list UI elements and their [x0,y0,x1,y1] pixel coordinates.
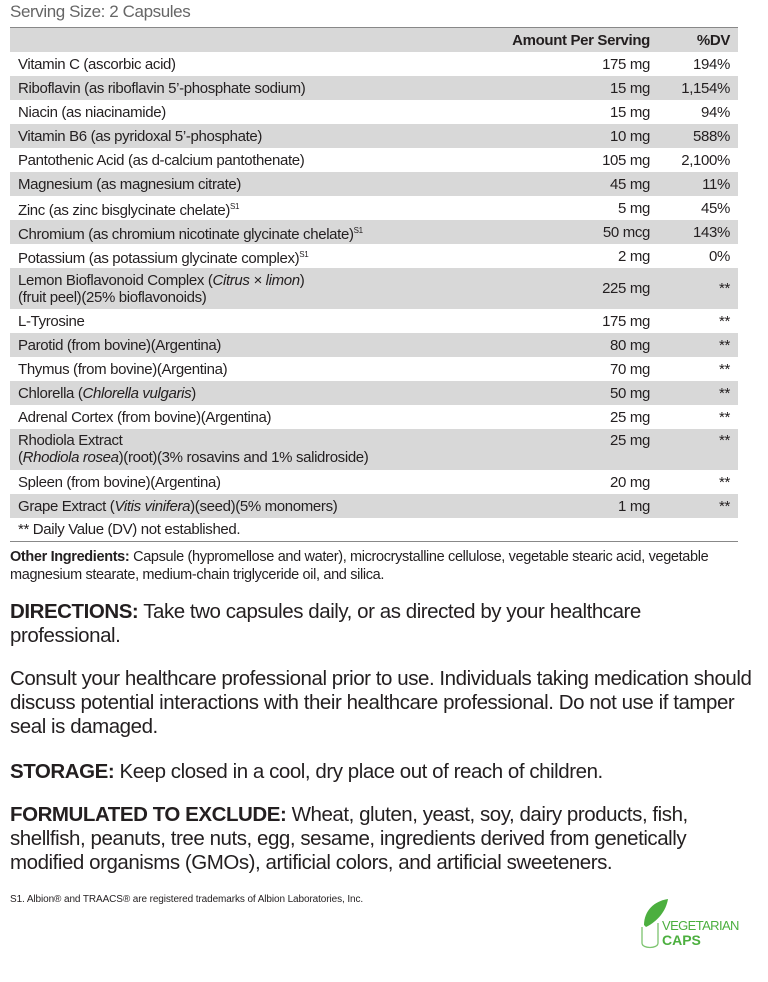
daily-value: 0% [709,247,730,265]
table-row: Potassium (as potassium glycinate comple… [10,244,738,268]
supplement-facts-table: Amount Per Serving %DV Vitamin C (ascorb… [10,27,738,542]
table-header: Amount Per Serving %DV [10,28,738,52]
amount-per-serving: 25 mg [610,432,650,449]
table-row: Zinc (as zinc bisglycinate chelate)S1 5 m… [10,196,738,220]
table-row: Adrenal Cortex (from bovine)(Argentina) 2… [10,405,738,429]
table-row: Vitamin C (ascorbic acid) 175 mg 194% [10,52,738,76]
table-row: Riboflavin (as riboflavin 5’-phosphate s… [10,76,738,100]
serving-size: Serving Size: 2 Capsules [10,2,191,21]
nutrient-name: Niacin (as niacinamide) [18,103,166,121]
table-row: Magnesium (as magnesium citrate) 45 mg 11% [10,172,738,196]
directions: DIRECTIONS: Take two capsules daily, or … [10,600,641,647]
table-row: Grape Extract (Vitis vinifera)(seed)(5% … [10,494,738,518]
daily-value: 94% [701,103,730,121]
dv-header: %DV [696,31,730,49]
table-row: Rhodiola Extract (Rhodiola rosea)(root)(3… [10,429,738,470]
daily-value: ** [719,312,730,330]
nutrient-name: Parotid (from bovine)(Argentina) [18,336,222,354]
daily-value: ** [719,473,730,491]
daily-value: 1,154% [681,79,730,97]
nutrient-name: Thymus (from bovine)(Argentina) [18,360,228,378]
table-row: Chlorella (Chlorella vulgaris) 50 mg ** [10,381,738,405]
daily-value: 143% [693,223,730,241]
nutrient-name: Chromium (as chromium nicotinate glycina… [18,225,363,243]
table-row: Spleen (from bovine)(Argentina) 20 mg ** [10,470,738,494]
daily-value: 45% [701,199,730,217]
amount-per-serving: 2 mg [618,247,650,265]
other-ingredients: Other Ingredients: Capsule (hypromellose… [10,549,709,583]
nutrient-name: Riboflavin (as riboflavin 5’-phosphate s… [18,79,306,97]
amount-per-serving: 225 mg [602,280,650,297]
amount-per-serving: 105 mg [602,151,650,169]
daily-value: ** [719,408,730,426]
nutrient-name: Adrenal Cortex (from bovine)(Argentina) [18,408,272,426]
table-row: Vitamin B6 (as pyridoxal 5’-phosphate) 10… [10,124,738,148]
amount-per-serving: 1 mg [618,497,650,515]
daily-value: ** [719,432,730,449]
dv-footnote: ** Daily Value (DV) not established. [10,518,738,542]
daily-value: ** [719,384,730,402]
logo-text-caps: CAPS [662,932,701,948]
storage: STORAGE: Keep closed in a cool, dry plac… [10,760,603,783]
formulated-to-exclude: FORMULATED TO EXCLUDE: Wheat, gluten, ye… [10,803,688,874]
daily-value: ** [719,280,730,297]
table-row: Niacin (as niacinamide) 15 mg 94% [10,100,738,124]
amount-per-serving: 175 mg [602,55,650,73]
amount-per-serving: 70 mg [610,360,650,378]
table-row: Pantothenic Acid (as d-calcium pantothen… [10,148,738,172]
nutrient-name: Grape Extract (Vitis vinifera)(seed)(5% … [18,497,338,515]
nutrient-name: Vitamin C (ascorbic acid) [18,55,176,73]
nutrient-name: Spleen (from bovine)(Argentina) [18,473,221,491]
nutrient-name: Rhodiola Extract (Rhodiola rosea)(root)(3… [18,432,369,466]
nutrient-name: L-Tyrosine [18,312,85,330]
nutrient-name: Zinc (as zinc bisglycinate chelate)S1 [18,201,240,219]
table-row: Chromium (as chromium nicotinate glycina… [10,220,738,244]
nutrient-name: Pantothenic Acid (as d-calcium pantothen… [18,151,305,169]
daily-value: ** [719,336,730,354]
amount-per-serving: 10 mg [610,127,650,145]
table-row: Thymus (from bovine)(Argentina) 70 mg ** [10,357,738,381]
table-row: L-Tyrosine 175 mg ** [10,309,738,333]
daily-value: 194% [693,55,730,73]
amount-per-serving: 25 mg [610,408,650,426]
logo-text-vegetarian: VEGETARIAN [662,918,739,933]
table-row: Parotid (from bovine)(Argentina) 80 mg ** [10,333,738,357]
daily-value: ** [719,497,730,515]
leaf-capsule-icon: VEGETARIAN CAPS [641,899,740,949]
amount-per-serving: 175 mg [602,312,650,330]
daily-value: 11% [702,175,730,193]
daily-value: 2,100% [681,151,730,169]
nutrient-name: Chlorella (Chlorella vulgaris) [18,384,196,402]
amount-per-serving: 80 mg [610,336,650,354]
table-row: Lemon Bioflavonoid Complex (Citrus × lim… [10,268,738,309]
nutrient-name: Potassium (as potassium glycinate comple… [18,249,309,267]
warning: Consult your healthcare professional pri… [10,667,752,738]
vegetarian-caps-logo: VEGETARIAN CAPS [638,893,748,953]
nutrient-name: Lemon Bioflavonoid Complex (Citrus × lim… [18,271,305,306]
amount-per-serving: 50 mcg [602,223,650,241]
amount-per-serving: 5 mg [618,199,650,217]
daily-value: 588% [693,127,730,145]
amount-header: Amount Per Serving [512,31,650,49]
amount-per-serving: 45 mg [610,175,650,193]
nutrient-name: Magnesium (as magnesium citrate) [18,175,242,193]
daily-value: ** [719,360,730,378]
amount-per-serving: 15 mg [610,79,650,97]
amount-per-serving: 50 mg [610,384,650,402]
amount-per-serving: 20 mg [610,473,650,491]
trademark-note: S1. Albion® and TRAACS® are registered t… [10,894,364,905]
nutrient-name: Vitamin B6 (as pyridoxal 5’-phosphate) [18,127,263,145]
amount-per-serving: 15 mg [610,103,650,121]
